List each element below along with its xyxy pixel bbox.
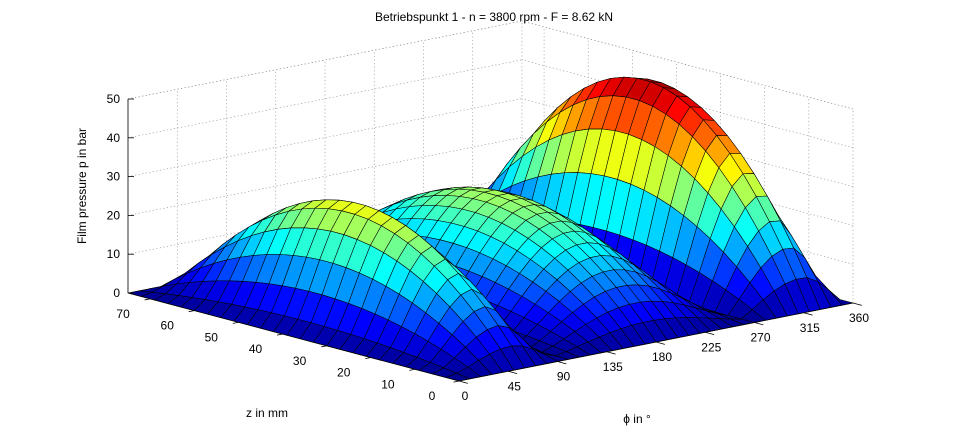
y-tick-label: 20: [337, 366, 351, 380]
z-axis-label: Film pressure p in bar: [75, 128, 89, 244]
x-tick-mark: [606, 351, 616, 355]
x-tick-label: 90: [557, 370, 571, 384]
axis-ticks: 0 45 90 135 180 225 270 315 360 0 10 20 30 40 50 60 70 0 1…: [107, 92, 870, 403]
y-tick-mark: [188, 310, 195, 313]
y-tick-label: 10: [381, 377, 395, 391]
x-tick-mark: [655, 341, 665, 345]
z-tick-label: 40: [107, 131, 121, 145]
x-tick-mark: [803, 312, 813, 316]
y-axis-label: z in mm: [246, 406, 288, 420]
y-tick-label: 30: [293, 354, 307, 368]
z-tick-label: 20: [107, 208, 121, 222]
x-tick-label: 45: [508, 379, 522, 393]
y-tick-mark: [321, 345, 327, 348]
z-tick-label: 30: [107, 170, 121, 184]
y-tick-label: 60: [161, 319, 175, 333]
y-tick-mark: [144, 298, 151, 301]
grid-line: [521, 59, 854, 149]
pressure-surface: [127, 76, 854, 382]
y-tick-mark: [276, 333, 283, 336]
x-tick-label: 360: [849, 311, 869, 325]
x-tick-label: 315: [800, 321, 820, 335]
y-tick-mark: [409, 368, 415, 371]
x-axis-label: ϕ in °: [623, 412, 651, 426]
x-tick-mark: [705, 331, 715, 335]
chart-title: Betriebspunkt 1 - n = 3800 rpm - F = 8.6…: [375, 10, 613, 24]
x-tick-mark: [557, 361, 567, 365]
x-tick-label: 0: [462, 389, 469, 403]
x-tick-label: 270: [750, 331, 770, 345]
y-tick-mark: [365, 357, 371, 360]
x-tick-mark: [754, 322, 764, 326]
z-tick-label: 10: [107, 247, 121, 261]
z-tick-label: 0: [113, 286, 120, 300]
y-tick-label: 50: [205, 330, 219, 344]
x-tick-mark: [508, 370, 518, 374]
y-tick-label: 0: [429, 389, 436, 403]
y-tick-label: 40: [249, 342, 263, 356]
x-tick-label: 135: [603, 360, 623, 374]
y-tick-label: 70: [116, 307, 130, 321]
y-tick-mark: [453, 380, 460, 383]
x-tick-label: 225: [701, 340, 721, 354]
y-tick-mark: [232, 321, 239, 324]
x-tick-mark: [458, 380, 468, 384]
grid-line: [521, 20, 854, 110]
x-tick-label: 180: [652, 350, 672, 364]
x-tick-mark: [852, 302, 862, 306]
z-tick-label: 50: [107, 92, 121, 106]
y-axis-line: [127, 292, 460, 382]
